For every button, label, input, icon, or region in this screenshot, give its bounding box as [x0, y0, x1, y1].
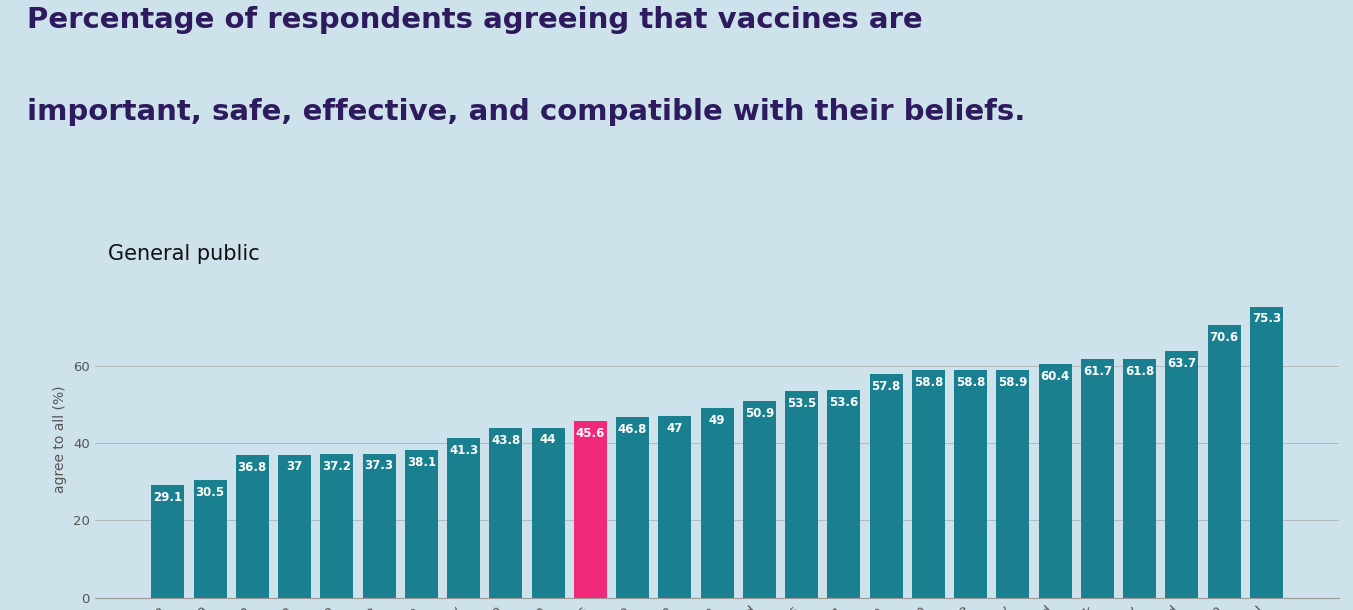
Text: 47: 47 — [667, 422, 683, 435]
Bar — [152, 485, 184, 598]
Text: Percentage of respondents agreeing that vaccines are: Percentage of respondents agreeing that … — [27, 6, 923, 34]
Bar — [870, 374, 902, 598]
Bar — [321, 454, 353, 598]
Bar — [574, 422, 606, 598]
Text: 61.8: 61.8 — [1124, 365, 1154, 378]
Bar — [1165, 351, 1199, 598]
Text: important, safe, effective, and compatible with their beliefs.: important, safe, effective, and compatib… — [27, 98, 1026, 126]
Text: 36.8: 36.8 — [238, 461, 267, 474]
Bar — [405, 450, 438, 598]
Text: 75.3: 75.3 — [1252, 312, 1281, 325]
Text: 60.4: 60.4 — [1040, 370, 1070, 383]
Bar — [1250, 306, 1283, 598]
Y-axis label: agree to all (%): agree to all (%) — [53, 386, 68, 493]
Bar — [743, 401, 775, 598]
Text: 58.8: 58.8 — [913, 376, 943, 389]
Bar — [1081, 359, 1114, 598]
Text: 37.2: 37.2 — [322, 460, 352, 473]
Text: 38.1: 38.1 — [407, 456, 436, 469]
Text: 49: 49 — [709, 414, 725, 427]
Bar — [532, 428, 564, 598]
Text: 53.6: 53.6 — [829, 396, 859, 409]
Text: 58.8: 58.8 — [957, 376, 985, 389]
Bar — [912, 370, 944, 598]
Text: 63.7: 63.7 — [1168, 357, 1196, 370]
Text: 30.5: 30.5 — [195, 486, 225, 498]
Text: 53.5: 53.5 — [787, 396, 816, 410]
Text: 61.7: 61.7 — [1082, 365, 1112, 378]
Text: 58.9: 58.9 — [999, 376, 1027, 389]
Bar — [659, 416, 691, 598]
Bar — [954, 370, 988, 598]
Text: 43.8: 43.8 — [491, 434, 521, 447]
Text: 37.3: 37.3 — [364, 459, 394, 472]
Text: 50.9: 50.9 — [744, 407, 774, 420]
Bar — [996, 370, 1030, 598]
Text: 57.8: 57.8 — [871, 380, 901, 393]
Bar — [828, 390, 861, 598]
Bar — [1208, 325, 1241, 598]
Text: 45.6: 45.6 — [575, 427, 605, 440]
Bar — [490, 428, 522, 598]
Bar — [1123, 359, 1155, 598]
Text: 44: 44 — [540, 433, 556, 447]
Bar — [279, 454, 311, 598]
Text: 70.6: 70.6 — [1210, 331, 1239, 343]
Text: General public: General public — [108, 244, 260, 264]
Text: 37: 37 — [287, 461, 303, 473]
Bar — [363, 453, 395, 598]
Bar — [1039, 364, 1072, 598]
Bar — [235, 456, 269, 598]
Text: 46.8: 46.8 — [618, 423, 647, 436]
Bar — [616, 417, 649, 598]
Bar — [193, 480, 226, 598]
Bar — [446, 438, 480, 598]
Bar — [785, 391, 819, 598]
Text: 29.1: 29.1 — [153, 491, 183, 504]
Bar — [701, 408, 733, 598]
Text: 41.3: 41.3 — [449, 444, 478, 457]
